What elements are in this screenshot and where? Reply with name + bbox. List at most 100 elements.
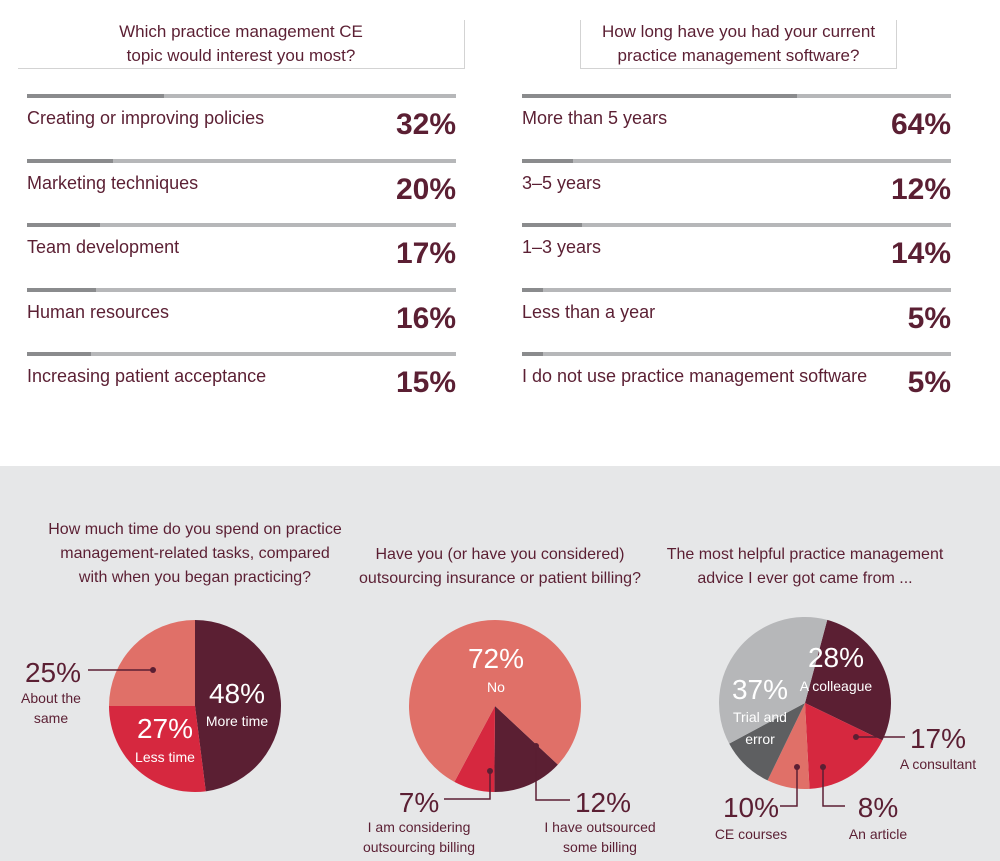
slice-label: Less time <box>135 749 195 765</box>
time-chart-title: How much time do you spend on practice m… <box>20 518 370 590</box>
slice-percent: 72% <box>468 643 524 674</box>
callout-percent: 8% <box>858 792 898 823</box>
bar-track <box>27 223 456 227</box>
outsourcing-chart-title: Have you (or have you considered) outsou… <box>340 543 660 591</box>
callout-percent: 17% <box>910 723 966 754</box>
bar-row: Creating or improving policies 32% <box>27 94 456 159</box>
leader-line <box>444 771 491 800</box>
pie-slice <box>454 706 495 792</box>
leader-dot <box>820 764 826 770</box>
callout-percent: 7% <box>399 787 439 818</box>
bar-fill <box>522 223 583 227</box>
leader-line <box>822 767 845 807</box>
bar-row: 1–3 years 14% <box>522 223 951 288</box>
bar-value: 5% <box>907 301 951 335</box>
bar-fill <box>27 352 92 356</box>
leader-line <box>780 767 798 807</box>
bar-row: I do not use practice management softwar… <box>522 352 951 417</box>
bar-track <box>522 158 951 163</box>
bar-label: More than 5 years <box>522 108 668 128</box>
leader-line <box>535 746 570 801</box>
pie-slice <box>109 620 195 706</box>
bar-label: Human resources <box>27 301 170 322</box>
callout-label: I am considering <box>368 819 471 835</box>
bar-track <box>522 287 951 292</box>
bar-label: Marketing techniques <box>27 172 199 193</box>
bar-label: Less than a year <box>522 301 656 322</box>
slice-label: Trial and <box>733 709 787 725</box>
callout-label: CE courses <box>715 826 787 842</box>
bar-value: 14% <box>890 237 951 270</box>
title-line: Have you (or have you considered) <box>375 546 625 563</box>
bar-label: 1–3 years <box>522 237 602 257</box>
bar-label: 3–5 years <box>522 172 602 193</box>
bar-label: I do not use practice management softwar… <box>522 366 868 386</box>
callout-label: I have outsourced <box>544 819 655 835</box>
bar-track <box>522 352 951 356</box>
bar-fill <box>27 287 96 292</box>
bar-fill <box>27 94 165 98</box>
bar-value: 15% <box>395 366 456 399</box>
ce-topic-question: Which practice management CE topic would… <box>18 20 465 69</box>
question-line: How long have you had your current <box>601 22 876 41</box>
leader-dot <box>853 734 859 740</box>
pie-slice <box>729 703 805 781</box>
bar-row: Less than a year 5% <box>522 287 951 353</box>
bar-track <box>27 287 456 292</box>
callout-label: outsourcing billing <box>363 839 475 855</box>
software-bar-list: More than 5 years 64% 3–5 years 12% 1–3 year… <box>522 94 951 417</box>
question-line: Which practice management CE <box>119 22 363 41</box>
advice-chart-title: The most helpful practice management adv… <box>640 543 970 591</box>
bar-fill <box>522 158 574 163</box>
bar-value: 5% <box>907 366 951 399</box>
callout-percent: 10% <box>723 792 779 823</box>
bar-row: Human resources 16% <box>27 287 456 353</box>
leader-dot <box>533 743 539 749</box>
top-panel <box>0 0 1000 466</box>
bar-row: 3–5 years 12% <box>522 158 951 224</box>
title-line: with when you began practicing? <box>78 569 312 586</box>
bar-row: Marketing techniques 20% <box>27 158 456 224</box>
callout-label: An article <box>849 826 908 842</box>
leader-dot <box>150 667 156 673</box>
bar-value: 32% <box>395 108 456 141</box>
slice-label: error <box>745 731 775 747</box>
pie-slice <box>494 706 558 792</box>
bar-value: 20% <box>395 172 456 206</box>
callout-percent: 25% <box>25 657 81 688</box>
slice-label: More time <box>206 713 268 729</box>
callout-label: some billing <box>563 839 637 855</box>
pie-slice <box>108 706 206 792</box>
bar-value: 17% <box>395 237 456 270</box>
leader-dot <box>794 764 800 770</box>
bar-row: Increasing patient acceptance 15% <box>27 352 456 417</box>
title-line: How much time do you spend on practice <box>48 521 342 538</box>
ce-topic-bar-list: Creating or improving policies 32% Marketi… <box>27 94 456 417</box>
bar-track <box>27 94 456 98</box>
title-line: outsourcing insurance or patient billing… <box>359 570 641 587</box>
software-question: How long have you had your current pract… <box>580 20 897 69</box>
slice-percent: 28% <box>808 642 864 673</box>
bar-row: Team development 17% <box>27 223 456 288</box>
pie-slice <box>409 620 581 782</box>
title-line: advice I ever got came from ... <box>697 570 913 587</box>
bar-value: 16% <box>395 301 456 335</box>
callout-percent: 12% <box>575 787 631 818</box>
callout-label: same <box>34 710 68 726</box>
bar-label: Team development <box>27 237 180 257</box>
pie-slice <box>805 619 891 741</box>
slice-percent: 27% <box>137 713 193 744</box>
question-line: practice management software? <box>617 46 860 65</box>
title-line: management-related tasks, compared <box>60 545 330 562</box>
question-line: topic would interest you most? <box>126 46 356 65</box>
slice-label: A colleague <box>800 678 873 694</box>
bar-track <box>27 158 456 163</box>
pie-slice <box>719 617 828 744</box>
bar-fill <box>522 94 797 98</box>
bar-track <box>522 223 951 227</box>
bar-row: More than 5 years 64% <box>522 94 951 159</box>
bar-fill <box>522 352 544 356</box>
bar-track <box>27 352 456 356</box>
bar-label: Increasing patient acceptance <box>27 366 267 386</box>
